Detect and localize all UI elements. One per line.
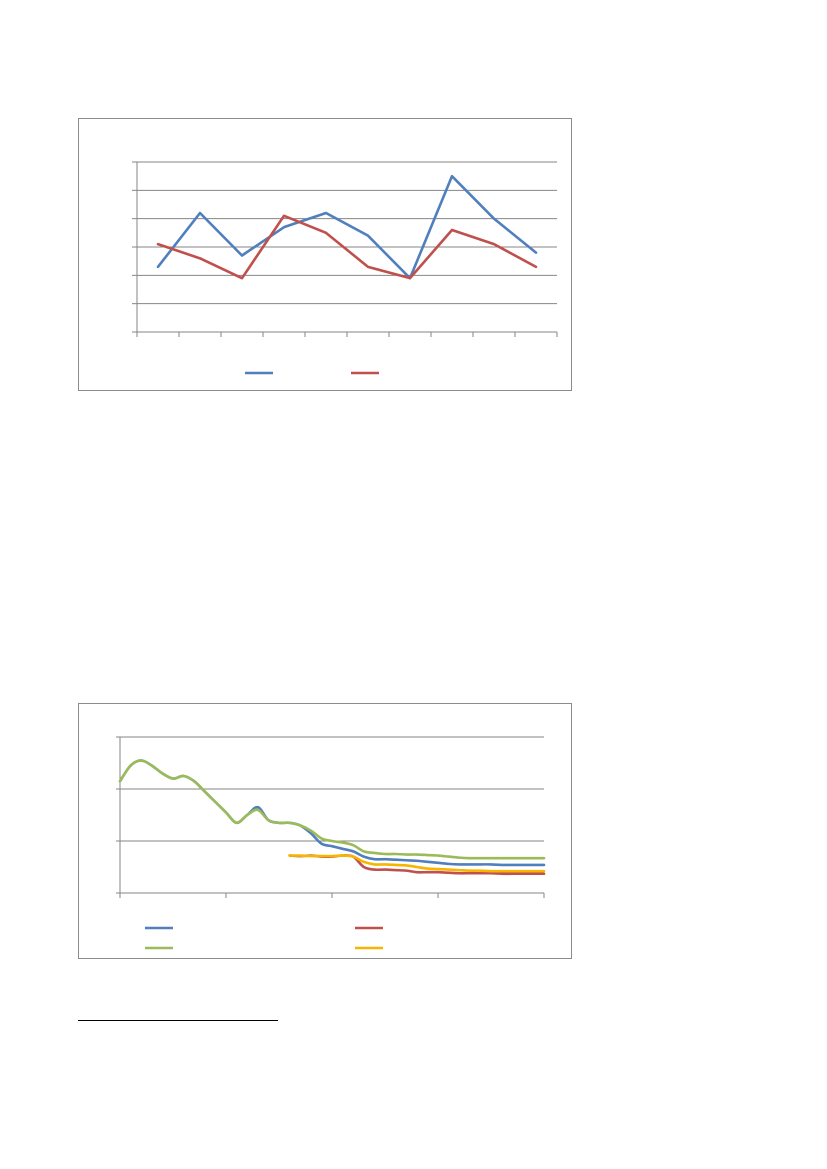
series-line-2 bbox=[156, 214, 538, 280]
chart-1-canvas bbox=[132, 161, 558, 375]
footnote-separator bbox=[78, 1020, 278, 1021]
chart-1 bbox=[78, 118, 572, 391]
chart-2-canvas bbox=[116, 736, 546, 950]
series-line-3 bbox=[118, 759, 546, 860]
series-line-4 bbox=[288, 854, 546, 873]
chart-2 bbox=[78, 703, 572, 959]
series-line-1 bbox=[156, 174, 538, 280]
